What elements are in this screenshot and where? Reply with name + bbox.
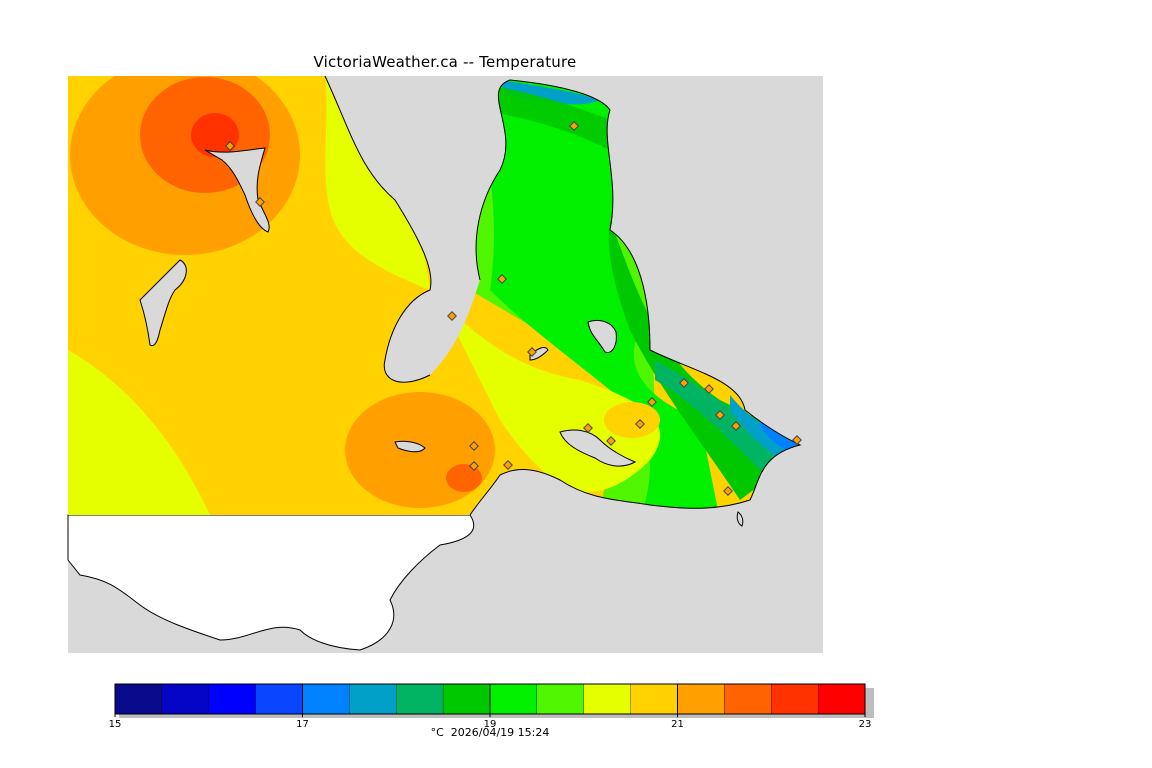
station-marker[interactable] — [679, 378, 689, 388]
scale-tick-label: 15 — [109, 719, 122, 730]
coastline-inlet — [475, 79, 511, 281]
scale-band — [208, 683, 256, 715]
scale-band — [817, 683, 866, 715]
coastline-east — [469, 79, 802, 516]
scale-band — [677, 683, 725, 715]
scale-band — [396, 683, 444, 715]
scale-band — [536, 683, 584, 715]
station-marker[interactable] — [606, 436, 616, 446]
scale-band — [349, 683, 397, 715]
scale-band — [630, 683, 678, 715]
lake-south — [394, 440, 426, 453]
scale-band — [114, 683, 163, 715]
station-marker[interactable] — [503, 460, 513, 470]
station-marker[interactable] — [469, 461, 479, 471]
scale-tick-label: 21 — [671, 719, 684, 730]
station-marker[interactable] — [635, 419, 645, 429]
station-marker[interactable] — [447, 311, 457, 321]
scale-tick-label: 17 — [296, 719, 309, 730]
unit-label: °C — [430, 726, 444, 739]
caption: °C 2026/04/19 15:24 — [380, 726, 600, 739]
scale-ticks: 15 17 19 21 23 — [109, 684, 872, 730]
station-marker[interactable] — [583, 423, 593, 433]
station-marker[interactable] — [731, 421, 741, 431]
scale-band — [489, 683, 538, 715]
station-marker[interactable] — [723, 486, 733, 496]
scale-tick-label: 23 — [859, 719, 872, 730]
scale-band — [302, 683, 350, 715]
station-marker[interactable] — [225, 141, 235, 151]
station-marker[interactable] — [704, 384, 714, 394]
station-marker[interactable] — [497, 274, 507, 284]
station-marker[interactable] — [647, 397, 657, 407]
station-marker[interactable] — [569, 121, 579, 131]
scale-band — [724, 683, 772, 715]
coastline-west — [324, 75, 432, 383]
station-marker[interactable] — [255, 197, 265, 207]
scale-band — [442, 683, 491, 715]
southern-landmass — [67, 514, 475, 651]
station-marker[interactable] — [527, 347, 537, 357]
station-marker[interactable] — [469, 441, 479, 451]
scale-tick-label: 19 — [484, 719, 497, 730]
harbour — [559, 429, 637, 467]
scale-band — [255, 683, 303, 715]
map-title: VictoriaWeather.ca -- Temperature — [313, 53, 577, 71]
scale-band — [771, 683, 819, 715]
scale-band — [161, 683, 209, 715]
lake-west — [139, 259, 187, 347]
station-markers — [225, 121, 802, 496]
timestamp: 2026/04/19 15:24 — [450, 726, 550, 739]
lake-small — [529, 347, 549, 361]
lake-east — [587, 319, 617, 354]
inlet-north — [204, 147, 270, 233]
station-marker[interactable] — [715, 410, 725, 420]
scale-band — [583, 683, 631, 715]
station-marker[interactable] — [792, 435, 802, 445]
islet — [736, 511, 744, 527]
